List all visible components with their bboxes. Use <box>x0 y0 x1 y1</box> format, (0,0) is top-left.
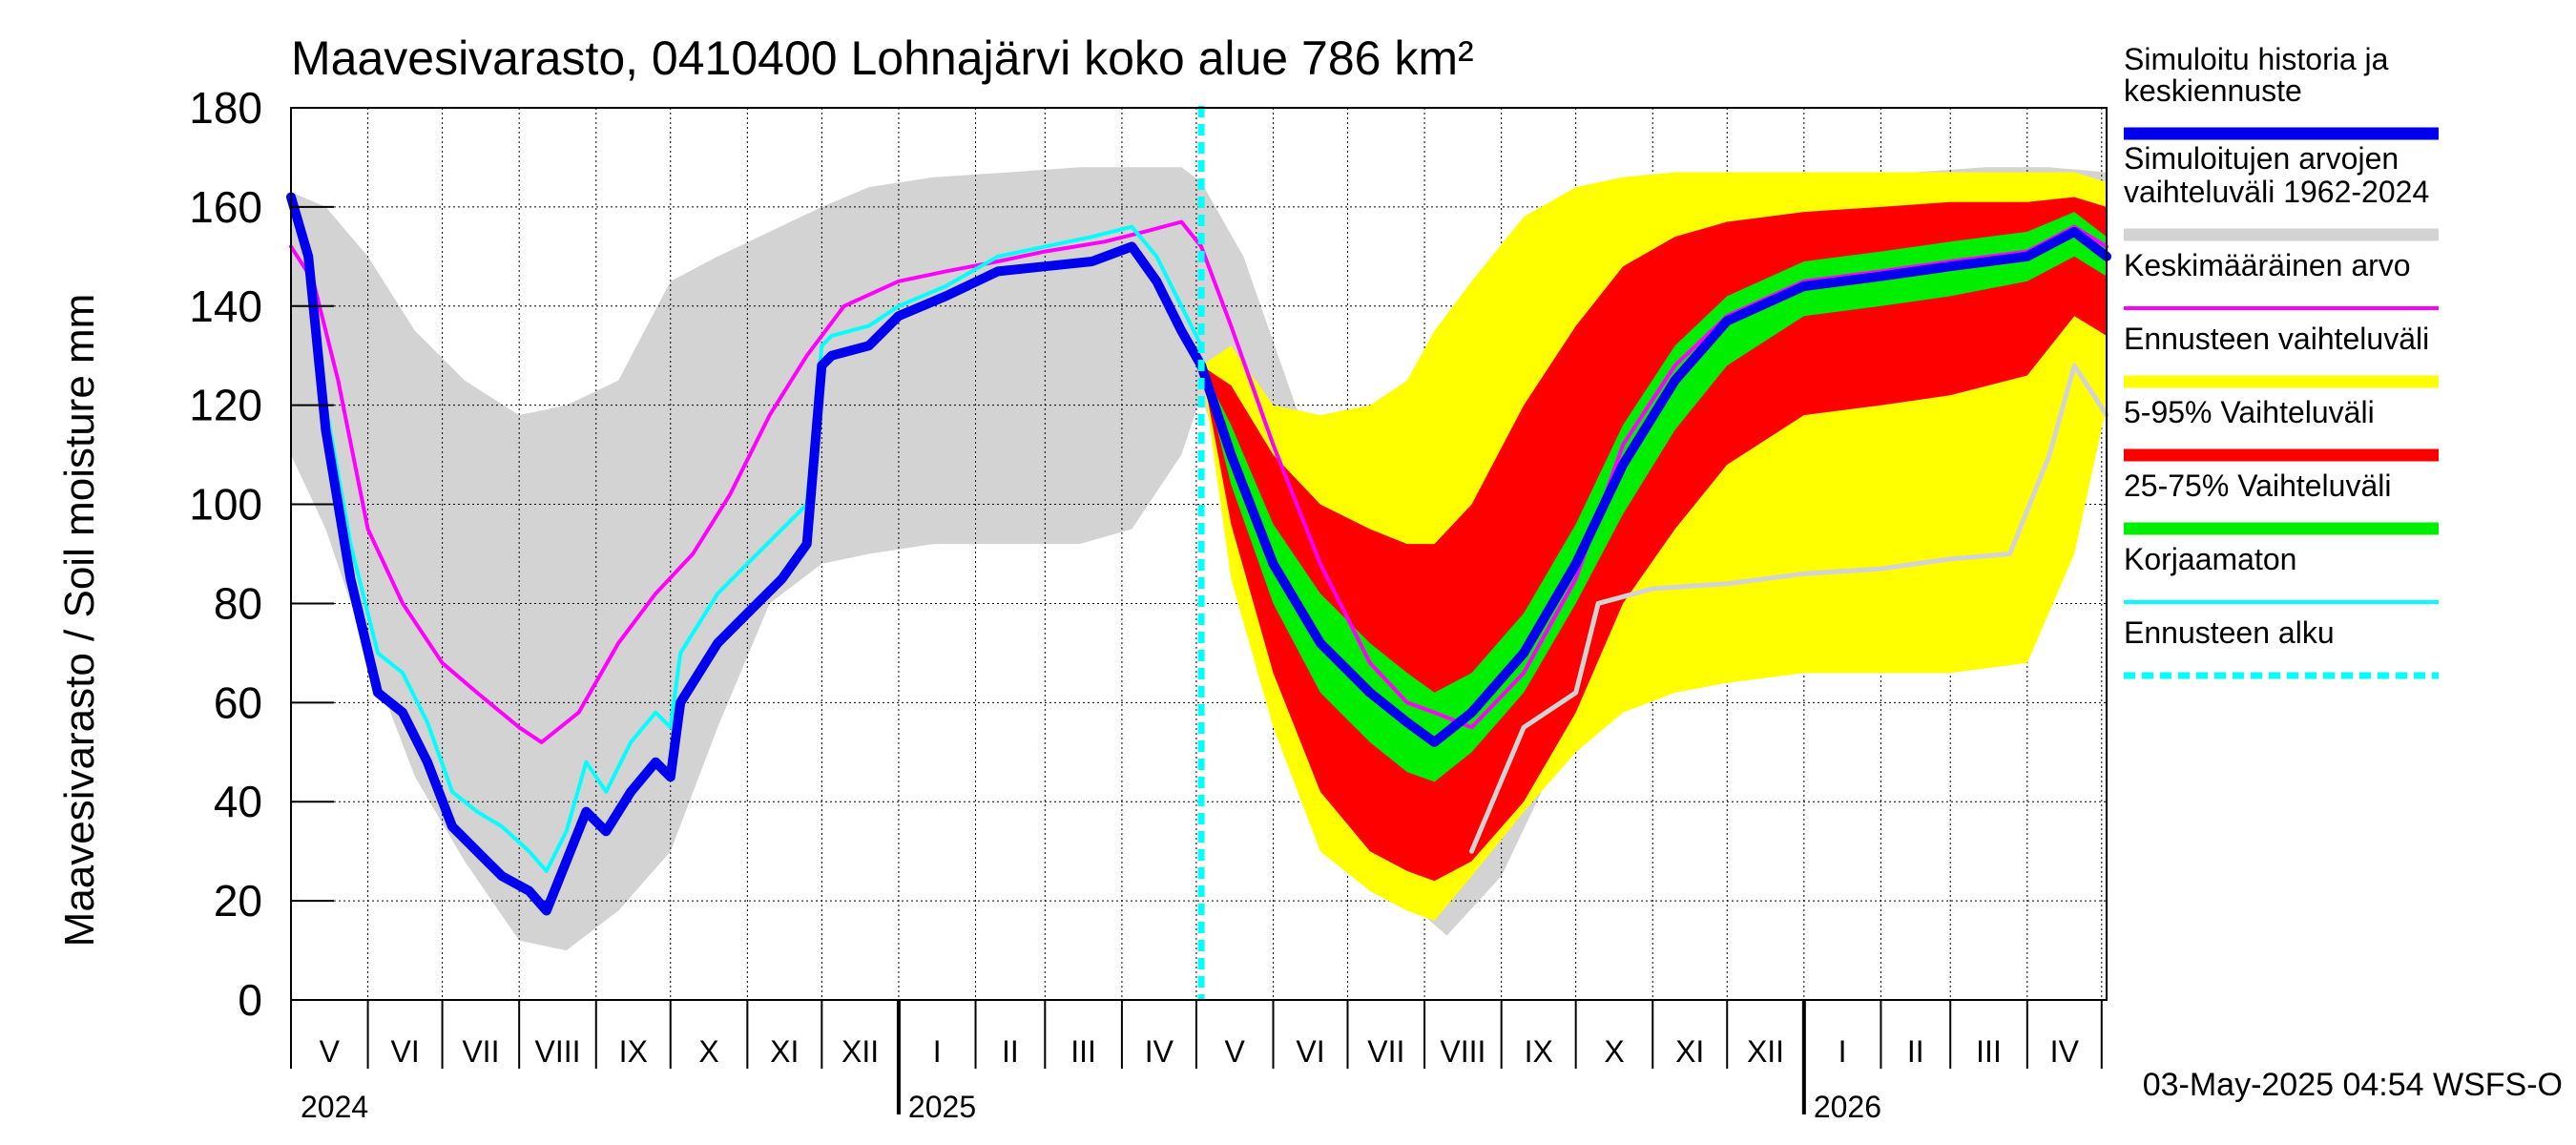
legend-label: Korjaamaton <box>2124 542 2296 576</box>
y-tick-label: 180 <box>189 83 262 133</box>
x-month-label: I <box>933 1034 942 1069</box>
legend-label: Simuloitu historia ja <box>2124 42 2389 76</box>
legend-label: Ennusteen vaihteluväli <box>2124 322 2429 356</box>
legend-label: keskiennuste <box>2124 73 2302 108</box>
x-month-label: III <box>1070 1034 1096 1069</box>
y-tick-label: 60 <box>214 677 262 727</box>
x-month-label: X <box>1604 1034 1624 1069</box>
y-tick-label: 160 <box>189 182 262 232</box>
y-tick-label: 80 <box>214 578 262 628</box>
legend-label: 5-95% Vaihteluväli <box>2124 395 2375 429</box>
legend-label: Ennusteen alku <box>2124 615 2335 650</box>
x-month-label: II <box>1907 1034 1924 1069</box>
plot-frame <box>290 107 2108 1001</box>
x-month-label: IX <box>1525 1034 1553 1069</box>
x-month-label: VI <box>390 1034 419 1069</box>
x-month-label: IV <box>1145 1034 1174 1069</box>
legend-label: 25-75% Vaihteluväli <box>2124 468 2391 503</box>
legend-label: Keskimääräinen arvo <box>2124 248 2411 282</box>
y-tick-label: 120 <box>189 381 262 430</box>
x-month-label: XII <box>841 1034 879 1069</box>
x-month-label: VII <box>1367 1034 1404 1069</box>
y-tick-label: 20 <box>214 876 262 926</box>
x-month-label: VIII <box>1440 1034 1485 1069</box>
mean-line <box>289 219 2109 744</box>
y-tick-label: 40 <box>214 777 262 826</box>
x-month-label: XI <box>1675 1034 1704 1069</box>
x-month-label: IX <box>619 1034 648 1069</box>
forecast-min-line <box>1469 363 2109 854</box>
x-month-label: VI <box>1296 1034 1324 1069</box>
x-month-label: V <box>320 1034 341 1069</box>
y-axis-label: Maavesivarasto / Soil moisture mm <box>56 294 103 947</box>
timestamp: 03-May-2025 04:54 WSFS-O <box>2143 1067 2563 1103</box>
x-month-label: XI <box>770 1034 799 1069</box>
band-25-75 <box>1201 212 2107 782</box>
x-year-label: 2024 <box>301 1090 368 1124</box>
x-year-label: 2025 <box>908 1090 976 1124</box>
x-month-label: II <box>1002 1034 1019 1069</box>
x-month-label: VIII <box>534 1034 580 1069</box>
x-month-label: VII <box>462 1034 499 1069</box>
x-month-label: IV <box>2050 1034 2080 1069</box>
uncorrected-line <box>289 195 1204 873</box>
y-tick-label: 140 <box>189 281 262 331</box>
chart-title: Maavesivarasto, 0410400 Lohnajärvi koko … <box>291 31 1474 85</box>
legend-label: Simuloitujen arvojen <box>2124 141 2399 176</box>
x-month-label: XII <box>1747 1034 1784 1069</box>
x-year-label: 2026 <box>1814 1090 1881 1124</box>
x-month-label: I <box>1839 1034 1847 1069</box>
y-tick-label: 0 <box>238 975 262 1025</box>
legend-label: vaihteluväli 1962-2024 <box>2124 175 2429 209</box>
history-line <box>286 192 1207 916</box>
forecast-median-line <box>1196 226 2111 747</box>
x-month-label: III <box>1976 1034 2002 1069</box>
x-month-label: V <box>1225 1034 1246 1069</box>
y-tick-label: 100 <box>189 480 262 530</box>
x-month-label: X <box>698 1034 718 1069</box>
